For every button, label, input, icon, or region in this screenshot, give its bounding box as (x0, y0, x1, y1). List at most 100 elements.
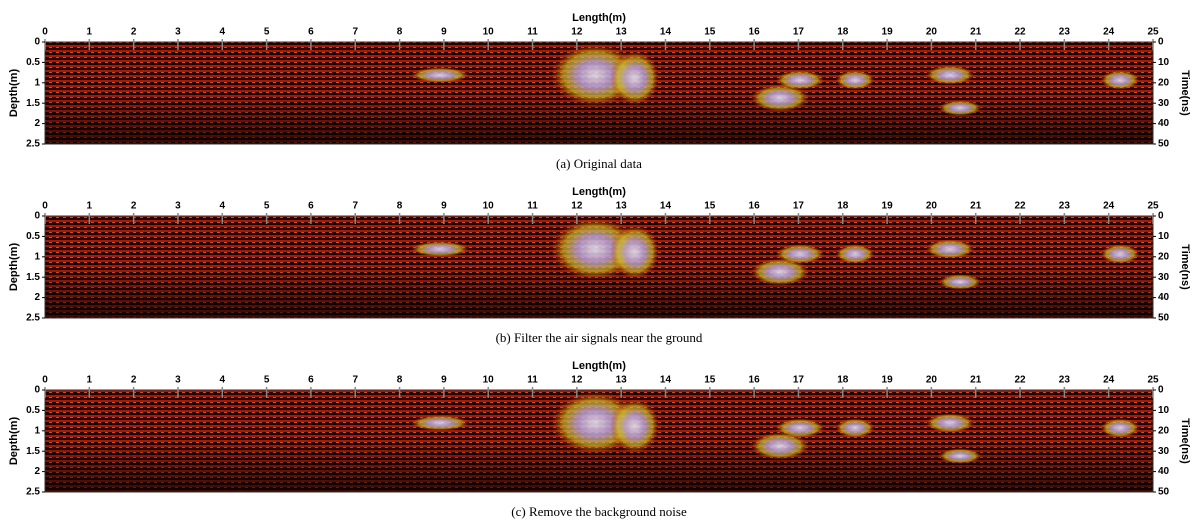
x-tick-label: 14 (660, 201, 672, 212)
x-tick-label: 23 (1059, 27, 1071, 38)
y-tick-label: 1.5 (26, 272, 40, 283)
y-axis-title: Depth(m) (8, 417, 20, 466)
y-tick-label: 0.5 (26, 231, 40, 242)
x-tick-label: 18 (837, 27, 849, 38)
x-tick-label: 16 (749, 201, 761, 212)
x-tick-label: 2 (131, 375, 137, 386)
x-tick-label: 1 (87, 27, 93, 38)
x-tick-label: 1 (87, 201, 93, 212)
x-tick-label: 16 (749, 375, 761, 386)
x-tick-label: 20 (926, 27, 938, 38)
y-tick-label: 1 (34, 425, 40, 436)
x-tick-label: 11 (527, 27, 538, 38)
x-tick-label: 3 (175, 375, 181, 386)
x-tick-label: 6 (308, 375, 314, 386)
x-tick-label: 13 (616, 375, 628, 386)
reflection (835, 418, 875, 438)
x-tick-label: 12 (571, 201, 583, 212)
x-tick-label: 9 (441, 201, 447, 212)
x-tick-label: 0 (42, 375, 48, 386)
x-tick-label: 11 (527, 201, 538, 212)
x-tick-label: 15 (704, 27, 716, 38)
reflection (775, 418, 825, 438)
y-tick-label: 1 (34, 77, 40, 88)
reflection (410, 241, 470, 257)
x-tick-label: 19 (882, 375, 894, 386)
x-tick-label: 13 (616, 201, 628, 212)
y2-tick-label: 30 (1158, 446, 1170, 457)
y2-tick-label: 0 (1158, 211, 1164, 222)
x-tick-label: 22 (1014, 201, 1026, 212)
x-tick-label: 15 (704, 201, 716, 212)
y2-tick-label: 0 (1158, 37, 1164, 48)
x-tick-label: 23 (1059, 375, 1071, 386)
y-tick-label: 0 (34, 37, 40, 48)
x-tick-label: 10 (483, 27, 495, 38)
y2-tick-label: 30 (1158, 272, 1170, 283)
x-tick-label: 1 (87, 375, 93, 386)
reflection (1100, 70, 1140, 90)
x-tick-label: 10 (483, 201, 495, 212)
x-tick-label: 3 (175, 27, 181, 38)
x-tick-label: 0 (42, 201, 48, 212)
reflection (610, 398, 660, 454)
x-tick-label: 17 (793, 201, 805, 212)
x-axis-title: Length(m) (572, 186, 626, 198)
x-tick-label: 6 (308, 27, 314, 38)
x-tick-label: 19 (882, 201, 894, 212)
reflection (938, 274, 982, 290)
y2-tick-label: 20 (1158, 77, 1170, 88)
reflection (1100, 244, 1140, 264)
panel: Length(m)0123456789101112131415161718192… (8, 186, 1191, 345)
y-tick-label: 0.5 (26, 405, 40, 416)
y2-tick-label: 20 (1158, 251, 1170, 262)
x-tick-label: 21 (970, 201, 982, 212)
x-tick-label: 17 (793, 27, 805, 38)
reflection (610, 224, 660, 280)
y-tick-label: 2 (34, 118, 40, 129)
x-axis-title: Length(m) (572, 12, 626, 24)
x-tick-label: 19 (882, 27, 894, 38)
caption: (a) Original data (556, 156, 642, 171)
y2-tick-label: 40 (1158, 292, 1170, 303)
y2-tick-label: 30 (1158, 98, 1170, 109)
x-tick-label: 6 (308, 201, 314, 212)
x-tick-label: 12 (571, 375, 583, 386)
caption: (b) Filter the air signals near the grou… (496, 330, 703, 345)
reflection (925, 65, 975, 85)
x-tick-label: 15 (704, 375, 716, 386)
x-tick-label: 20 (926, 201, 938, 212)
y2-tick-label: 40 (1158, 466, 1170, 477)
reflection (410, 415, 470, 431)
reflection (938, 448, 982, 464)
x-tick-label: 3 (175, 201, 181, 212)
y-axis-title: Depth(m) (8, 243, 20, 292)
x-tick-label: 8 (397, 27, 403, 38)
y-tick-label: 2 (34, 292, 40, 303)
x-tick-label: 10 (483, 375, 495, 386)
x-tick-label: 8 (397, 201, 403, 212)
x-tick-label: 0 (42, 27, 48, 38)
reflection (925, 413, 975, 433)
x-axis-title: Length(m) (572, 360, 626, 372)
x-tick-label: 14 (660, 375, 672, 386)
y2-axis-title: Time(ns) (1179, 244, 1191, 290)
x-tick-label: 9 (441, 375, 447, 386)
y-axis-title: Depth(m) (8, 69, 20, 118)
x-tick-label: 24 (1103, 375, 1115, 386)
x-tick-label: 8 (397, 375, 403, 386)
y-tick-label: 1.5 (26, 98, 40, 109)
reflection (1100, 418, 1140, 438)
x-tick-label: 2 (131, 201, 137, 212)
y-tick-label: 1.5 (26, 446, 40, 457)
x-tick-label: 4 (219, 375, 225, 386)
x-tick-label: 16 (749, 27, 761, 38)
figure: Length(m)0123456789101112131415161718192… (0, 0, 1197, 521)
x-tick-label: 12 (571, 27, 583, 38)
y2-tick-label: 40 (1158, 118, 1170, 129)
x-tick-label: 7 (352, 27, 358, 38)
x-tick-label: 7 (352, 201, 358, 212)
x-tick-label: 20 (926, 375, 938, 386)
y2-axis-title: Time(ns) (1179, 70, 1191, 116)
